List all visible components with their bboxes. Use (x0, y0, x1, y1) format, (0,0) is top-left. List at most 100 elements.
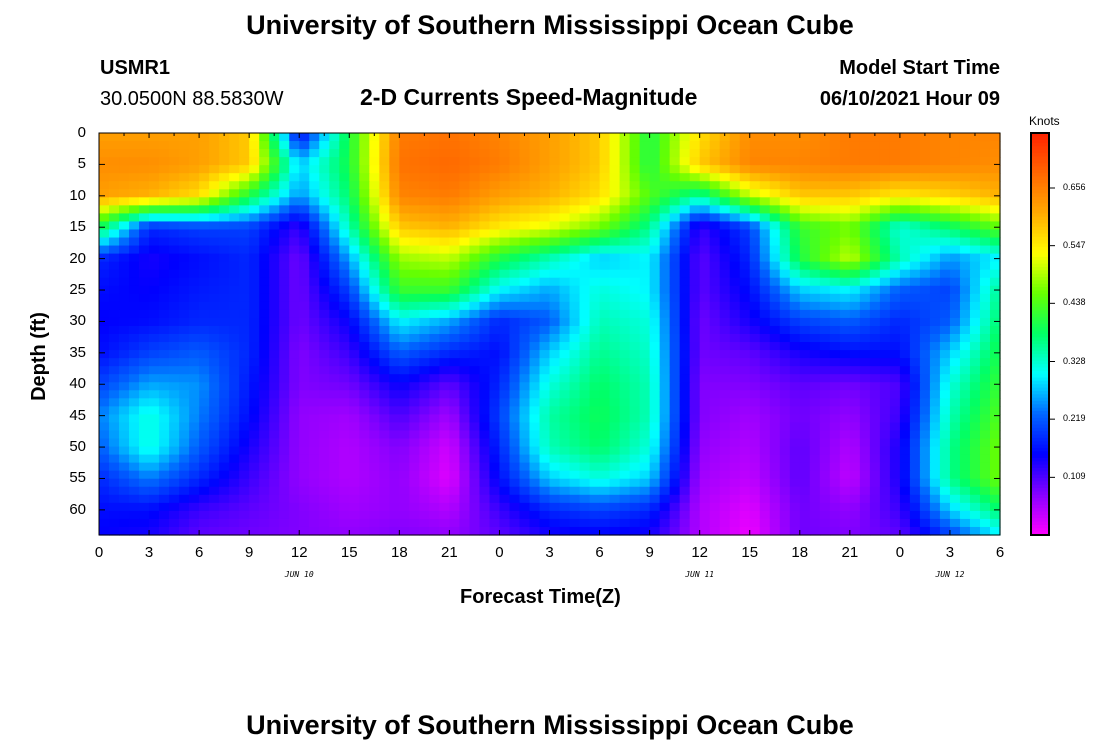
heatmap-cell (479, 181, 491, 190)
heatmap-cell (519, 438, 531, 448)
heatmap-cell (239, 253, 250, 263)
heatmap-cell (179, 301, 190, 311)
heatmap-cell (809, 462, 821, 472)
heatmap-cell (609, 141, 621, 150)
heatmap-cell (759, 237, 771, 247)
heatmap-cell (839, 205, 851, 214)
heatmap-cell (259, 390, 270, 399)
heatmap-cell (609, 342, 621, 351)
heatmap-cell (629, 141, 641, 150)
heatmap-cell (899, 285, 911, 295)
heatmap-cell (659, 245, 671, 255)
heatmap-cell (789, 478, 801, 488)
heatmap-cell (509, 261, 521, 271)
heatmap-cell (389, 454, 400, 464)
heatmap-cell (319, 414, 330, 424)
heatmap-cell (859, 374, 871, 383)
y-tick-label: 50 (69, 438, 86, 456)
heatmap-cell (279, 414, 290, 424)
heatmap-cell (429, 213, 440, 223)
heatmap-cell (949, 486, 961, 496)
heatmap-cell (919, 221, 931, 231)
heatmap-cell (359, 309, 370, 319)
heatmap-cell (949, 366, 961, 375)
heatmap-cell (419, 462, 430, 472)
heatmap-cell (199, 462, 210, 472)
heatmap-cell (569, 269, 581, 279)
heatmap-cell (709, 301, 721, 311)
heatmap-cell (559, 149, 571, 158)
heatmap-cell (719, 494, 731, 504)
heatmap-cell (869, 486, 881, 496)
heatmap-cell (159, 350, 170, 359)
heatmap-cell (249, 261, 260, 271)
heatmap-cell (439, 269, 450, 279)
heatmap-cell (309, 165, 320, 174)
heatmap-cell (749, 454, 761, 464)
heatmap-cell (929, 430, 941, 440)
heatmap-cell (919, 205, 931, 214)
heatmap-cell (599, 309, 611, 319)
heatmap-cell (809, 414, 821, 424)
heatmap-cell (839, 414, 851, 424)
heatmap-cell (479, 366, 491, 375)
heatmap-cell (709, 221, 721, 231)
heatmap-cell (99, 325, 110, 335)
heatmap-cell (239, 269, 250, 279)
heatmap-cell (809, 157, 821, 166)
heatmap-cell (509, 269, 521, 279)
heatmap-cell (929, 358, 941, 367)
heatmap-cell (689, 510, 701, 520)
heatmap-cell (819, 245, 831, 255)
heatmap-cell (599, 213, 611, 223)
heatmap-cell (929, 197, 941, 206)
heatmap-cell (469, 486, 481, 496)
heatmap-cell (189, 141, 200, 150)
heatmap-cell (839, 133, 851, 142)
heatmap-cell (109, 398, 120, 407)
heatmap-cell (119, 486, 130, 496)
heatmap-cell (769, 366, 781, 375)
y-tick-label: 35 (69, 343, 86, 361)
heatmap-cell (579, 205, 591, 214)
heatmap-cell (909, 486, 921, 496)
heatmap-cell (229, 398, 240, 407)
heatmap-cell (659, 406, 671, 415)
heatmap-cell (589, 414, 601, 424)
heatmap-cell (359, 414, 370, 424)
heatmap-cell (549, 446, 561, 456)
heatmap-cell (809, 390, 821, 399)
heatmap-cell (829, 342, 841, 351)
heatmap-cell (429, 502, 440, 512)
heatmap-cell (979, 510, 991, 520)
heatmap-cell (799, 269, 811, 279)
heatmap-cell (299, 438, 310, 448)
heatmap-cell (189, 197, 200, 206)
heatmap-cell (709, 229, 721, 239)
heatmap-cell (429, 197, 440, 206)
heatmap-cell (269, 430, 280, 440)
heatmap-cell (419, 133, 430, 142)
heatmap-cell (959, 430, 971, 440)
heatmap-cell (929, 173, 941, 182)
heatmap-cell (519, 205, 531, 214)
heatmap-cell (959, 261, 971, 271)
heatmap-cell (259, 165, 270, 174)
heatmap-cell (979, 285, 991, 295)
heatmap-cell (129, 350, 140, 359)
heatmap-cell (579, 245, 591, 255)
heatmap-cell (689, 205, 701, 214)
heatmap-cell (679, 350, 691, 359)
heatmap-cell (959, 510, 971, 520)
y-tick-label: 5 (77, 155, 86, 173)
heatmap-cell (529, 486, 541, 496)
heatmap-cell (499, 181, 511, 190)
heatmap-cell (489, 157, 501, 166)
heatmap-cell (669, 173, 681, 182)
heatmap-cell (939, 293, 951, 303)
heatmap-cell (709, 309, 721, 319)
heatmap-cell (279, 486, 290, 496)
heatmap-cell (939, 398, 951, 407)
heatmap-cell (549, 253, 561, 263)
heatmap-cell (369, 245, 380, 255)
